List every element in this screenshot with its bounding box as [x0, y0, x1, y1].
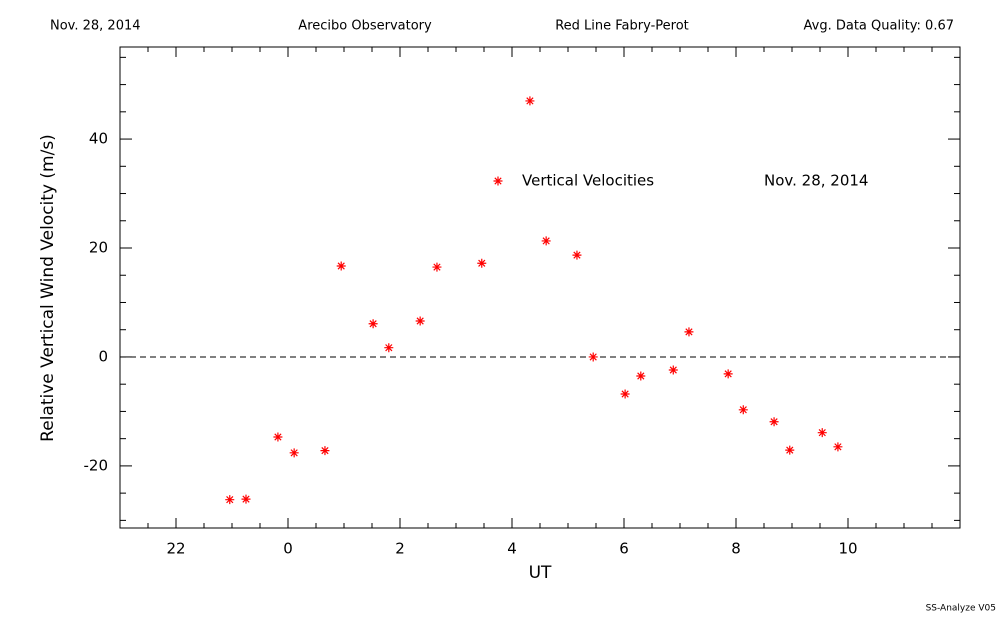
asterisk-stroke [368, 319, 378, 329]
data-point [668, 365, 678, 375]
asterisk-stroke [289, 448, 299, 458]
data-point [738, 405, 748, 415]
asterisk-stroke [432, 262, 442, 272]
asterisk-stroke [738, 405, 748, 415]
header-quality: Avg. Data Quality: 0.67 [804, 19, 954, 34]
data-point [225, 495, 235, 505]
legend-label: Vertical Velocities [522, 172, 654, 190]
plot-frame [119, 46, 961, 529]
data-point [769, 417, 779, 427]
asterisk-stroke [723, 369, 733, 379]
data-point [572, 250, 582, 260]
data-point [368, 319, 378, 329]
asterisk-stroke [384, 343, 394, 353]
data-point [525, 96, 535, 106]
data-point [785, 445, 795, 455]
asterisk-stroke [620, 389, 630, 399]
asterisk-stroke [477, 258, 487, 268]
header-instrument: Red Line Fabry-Perot [555, 19, 689, 34]
data-point [817, 428, 827, 438]
data-point [541, 236, 551, 246]
data-point [384, 343, 394, 353]
x-tick-label: 6 [619, 540, 629, 558]
legend-date: Nov. 28, 2014 [764, 172, 868, 190]
data-point [415, 316, 425, 326]
data-point [588, 352, 598, 362]
legend-marker [493, 176, 503, 186]
x-tick-label: 0 [283, 540, 293, 558]
x-tick-label: 4 [507, 540, 517, 558]
x-tick-label: 2 [395, 540, 405, 558]
asterisk-stroke [684, 327, 694, 337]
asterisk-stroke [817, 428, 827, 438]
data-point [320, 446, 330, 456]
asterisk-stroke [833, 442, 843, 452]
data-point [241, 494, 251, 504]
x-tick-label: 22 [166, 540, 185, 558]
header-site: Arecibo Observatory [298, 19, 432, 34]
asterisk-stroke [241, 494, 251, 504]
asterisk-stroke [541, 236, 551, 246]
x-axis-label: UT [529, 563, 552, 583]
asterisk-stroke [588, 352, 598, 362]
x-tick-label: 10 [838, 540, 857, 558]
asterisk-stroke [336, 261, 346, 271]
y-tick-label: -20 [84, 456, 109, 474]
asterisk-stroke [320, 446, 330, 456]
asterisk-stroke [769, 417, 779, 427]
data-point [636, 371, 646, 381]
data-point [833, 442, 843, 452]
asterisk-stroke [225, 495, 235, 505]
y-tick-label: 40 [89, 130, 108, 148]
data-point [432, 262, 442, 272]
asterisk-stroke [572, 250, 582, 260]
asterisk-stroke [636, 371, 646, 381]
data-point [289, 448, 299, 458]
y-axis-label: Relative Vertical Wind Velocity (m/s) [38, 134, 58, 442]
data-point [620, 389, 630, 399]
x-tick-label: 8 [731, 540, 741, 558]
header-date: Nov. 28, 2014 [50, 19, 141, 34]
asterisk-stroke [785, 445, 795, 455]
asterisk-stroke [415, 316, 425, 326]
asterisk-stroke [493, 176, 503, 186]
asterisk-stroke [273, 432, 283, 442]
y-tick-label: 0 [98, 347, 108, 365]
asterisk-stroke [668, 365, 678, 375]
data-point [336, 261, 346, 271]
data-point [723, 369, 733, 379]
asterisk-stroke [525, 96, 535, 106]
data-point [477, 258, 487, 268]
y-tick-label: 20 [89, 239, 108, 257]
data-point [273, 432, 283, 442]
footer: SS-Analyze V05 [926, 604, 996, 614]
data-point [684, 327, 694, 337]
